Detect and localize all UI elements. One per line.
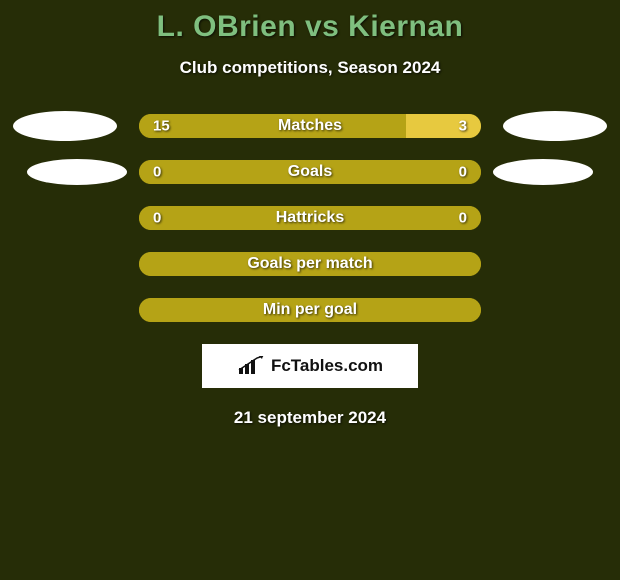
brand-box: FcTables.com [202,344,418,388]
stat-bar: Goals per match [139,252,481,276]
brand-chart-icon [237,356,265,376]
stat-label: Goals [139,163,481,181]
player-left-ellipse [13,111,117,141]
stat-bar: Min per goal [139,298,481,322]
stat-bar: 00Goals [139,160,481,184]
stat-row: 00Hattricks [0,206,620,230]
stat-row: Goals per match [0,252,620,276]
stat-bar: 00Hattricks [139,206,481,230]
stat-label: Hattricks [139,209,481,227]
stat-row: 153Matches [0,114,620,138]
player-right-ellipse [493,159,593,185]
page-root: L. OBrien vs Kiernan Club competitions, … [0,0,620,580]
stat-label: Goals per match [139,255,481,273]
page-subtitle: Club competitions, Season 2024 [0,58,620,78]
date-text: 21 september 2024 [0,408,620,428]
stat-rows: 153Matches 00Goals 00Hattricks Goals per ma… [0,114,620,322]
player-left-ellipse [27,159,127,185]
player-right-ellipse [503,111,607,141]
stat-row: Min per goal [0,298,620,322]
brand-text: FcTables.com [271,356,383,376]
stat-label: Min per goal [139,301,481,319]
page-title: L. OBrien vs Kiernan [0,0,620,44]
stat-bar: 153Matches [139,114,481,138]
stat-row: 00Goals [0,160,620,184]
stat-label: Matches [139,117,481,135]
